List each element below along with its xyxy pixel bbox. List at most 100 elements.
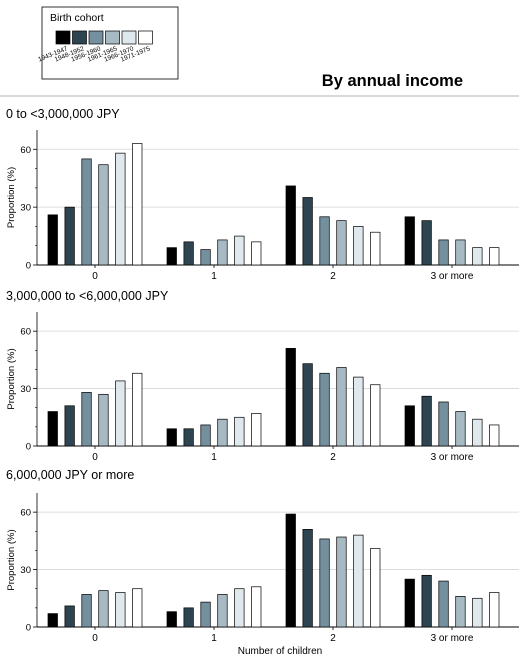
bar	[64, 206, 75, 266]
y-axis-label: Proportion (%)	[6, 167, 17, 228]
panel-title: 0 to <3,000,000 JPY	[6, 107, 120, 121]
x-tick-label: 3 or more	[431, 633, 474, 644]
bar	[183, 428, 194, 447]
y-axis-label: Proportion (%)	[6, 348, 17, 409]
bar	[285, 348, 296, 447]
bar	[489, 247, 500, 266]
y-tick-label: 0	[26, 261, 31, 272]
bar	[98, 164, 109, 266]
bar	[421, 574, 432, 628]
x-tick-label: 0	[92, 271, 98, 282]
bar	[285, 513, 296, 628]
bar	[251, 586, 262, 628]
bar	[336, 367, 347, 447]
y-tick-label: 60	[20, 508, 31, 519]
x-tick-label: 0	[92, 452, 98, 463]
legend-entries: 1943-19471948-19521956-19601961-19651966…	[37, 30, 153, 64]
bar	[115, 592, 126, 628]
y-tick-label: 60	[20, 145, 31, 156]
bar	[217, 239, 228, 266]
bar	[200, 249, 211, 266]
bar	[455, 596, 466, 628]
bar	[81, 594, 92, 628]
bar	[302, 197, 313, 266]
bar	[251, 413, 262, 447]
legend-swatch	[72, 30, 87, 45]
bar	[47, 613, 58, 628]
bar	[132, 372, 143, 447]
bar	[98, 590, 109, 628]
bar	[115, 152, 126, 266]
bar	[47, 411, 58, 447]
y-tick-label: 0	[26, 623, 31, 634]
bar	[489, 592, 500, 628]
bar	[438, 401, 449, 447]
bar	[370, 231, 381, 266]
bar	[47, 214, 58, 266]
bar	[404, 578, 415, 628]
bar	[234, 235, 245, 266]
bar	[438, 239, 449, 266]
bar	[472, 247, 483, 266]
bar	[98, 393, 109, 447]
bar	[353, 534, 364, 628]
bar	[234, 416, 245, 447]
bar	[472, 597, 483, 628]
legend: Birth cohort 1943-19471948-19521956-1960…	[37, 6, 179, 80]
bar	[370, 548, 381, 628]
bar	[455, 411, 466, 447]
y-tick-label: 30	[20, 565, 31, 576]
bar	[302, 363, 313, 447]
bar	[319, 372, 330, 447]
bar	[183, 607, 194, 628]
bar	[421, 395, 432, 447]
bar	[217, 594, 228, 628]
bar	[319, 538, 330, 628]
bar	[336, 536, 347, 628]
y-tick-label: 30	[20, 384, 31, 395]
bar	[81, 158, 92, 266]
bar	[251, 241, 262, 266]
bar	[455, 239, 466, 266]
x-tick-label: 1	[211, 271, 217, 282]
y-tick-label: 30	[20, 203, 31, 214]
bar	[421, 220, 432, 266]
x-tick-label: 2	[330, 452, 336, 463]
bar	[64, 405, 75, 447]
bar	[166, 428, 177, 447]
bar	[353, 376, 364, 447]
bar	[472, 418, 483, 447]
y-tick-label: 60	[20, 327, 31, 338]
figure-title: By annual income	[322, 72, 463, 90]
bar	[336, 220, 347, 266]
bar	[489, 424, 500, 447]
chart-panel: 3,000,000 to <6,000,000 JPY 0 30 60Proporti…	[6, 289, 519, 463]
bar	[285, 185, 296, 266]
bar	[132, 588, 143, 628]
bar	[200, 424, 211, 447]
x-tick-label: 3 or more	[431, 271, 474, 282]
bar	[302, 529, 313, 628]
bar	[115, 380, 126, 447]
bar	[217, 418, 228, 447]
bar	[404, 216, 415, 266]
x-tick-label: 1	[211, 633, 217, 644]
x-tick-label: 0	[92, 633, 98, 644]
x-tick-label: 1	[211, 452, 217, 463]
panel-title: 6,000,000 JPY or more	[6, 468, 134, 482]
bar	[234, 588, 245, 628]
panel-title: 3,000,000 to <6,000,000 JPY	[6, 289, 169, 303]
bar	[64, 605, 75, 628]
legend-swatch	[105, 30, 120, 45]
x-tick-label: 2	[330, 271, 336, 282]
legend-swatch	[138, 30, 153, 45]
bar	[81, 392, 92, 447]
x-axis-label: Number of children	[238, 646, 322, 657]
bar	[353, 226, 364, 266]
bar	[319, 216, 330, 266]
x-tick-label: 3 or more	[431, 452, 474, 463]
